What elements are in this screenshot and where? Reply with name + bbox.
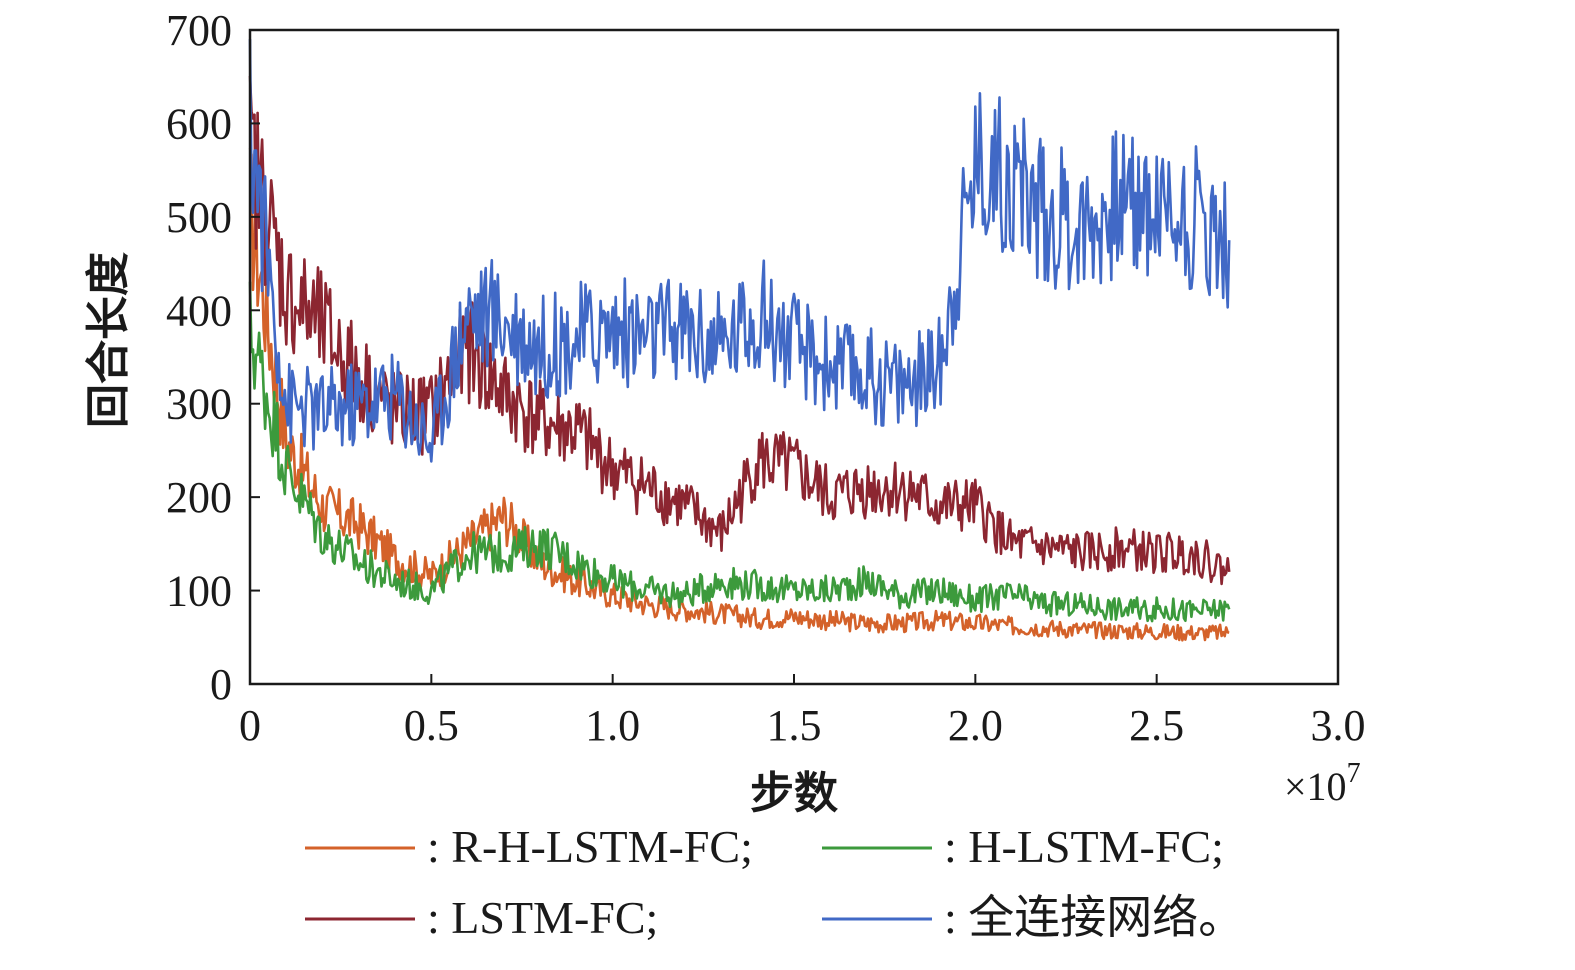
series-line-2 [248,75,1231,586]
ticks-layer: 0 0.5 1.0 1.5 2.0 2.5 3.0 0 100 200 300 400 500 600 70… [166,6,1366,750]
y-axis-title: 回合长度 [83,252,134,428]
x-tick-label: 2.0 [948,701,1003,750]
x-tick-label: 0.5 [404,701,459,750]
x-axis-multiplier-base: ×10 [1284,764,1347,809]
x-tick-label: 1.5 [767,701,822,750]
legend: : R-H-LSTM-FC; : H-LSTM-FC; : LSTM-FC; : 全连… [305,821,1244,943]
x-axis-title: 步数 [750,768,838,819]
x-tick-label: 2.5 [1129,701,1184,750]
legend-label: : H-LSTM-FC; [944,821,1224,872]
x-tick-label: 3.0 [1311,701,1366,750]
x-tick-label: 0 [239,701,261,750]
y-tick-label: 700 [166,6,232,55]
y-tick-label: 0 [210,660,232,709]
y-tick-label: 500 [166,193,232,242]
series-line-1 [248,281,1231,623]
series-line-3 [248,39,1231,463]
y-tick-label: 400 [166,286,232,335]
y-tick-label: 600 [166,99,232,148]
series-layer [248,39,1231,642]
series-line-0 [248,147,1230,642]
y-tick-label: 100 [166,567,232,616]
legend-label: : LSTM-FC; [427,892,658,943]
x-axis-multiplier: ×107 [1284,758,1361,809]
legend-label: : 全连接网络。 [944,892,1244,943]
x-tick-label: 1.0 [585,701,640,750]
y-tick-label: 300 [166,380,232,429]
x-axis-multiplier-exponent: 7 [1347,758,1361,789]
y-tick-label: 200 [166,473,232,522]
legend-label: : R-H-LSTM-FC; [427,821,753,872]
